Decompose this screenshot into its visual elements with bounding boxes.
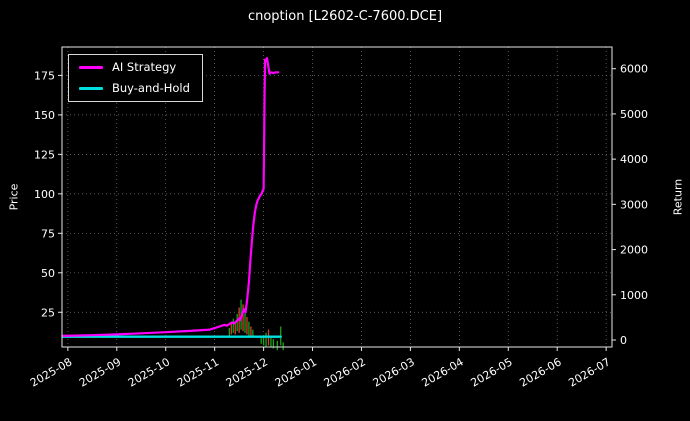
x-tick-label: 2026-01 xyxy=(273,355,319,389)
buy-and-hold-line-swatch xyxy=(79,86,103,90)
x-tick-label: 2026-07 xyxy=(566,355,612,389)
legend-item-buy-and-hold: Buy-and-Hold xyxy=(79,80,190,95)
y-tick-label-right: 1000 xyxy=(620,289,648,302)
x-tick-label: 2026-03 xyxy=(371,355,417,389)
chart-title: cnoption [L2602-C-7600.DCE] xyxy=(247,9,443,24)
y-tick-label-right: 4000 xyxy=(620,153,648,166)
y-tick-label-left: 175 xyxy=(34,69,55,82)
x-tick-label: 2025-09 xyxy=(77,355,123,389)
y-tick-label-right: 5000 xyxy=(620,108,648,121)
ai-strategy-line-swatch xyxy=(79,66,103,70)
legend-item-ai-strategy: AI Strategy xyxy=(79,60,190,74)
plot-border xyxy=(61,46,613,348)
x-tick-label: 2026-04 xyxy=(420,355,466,389)
ai-strategy-line xyxy=(61,56,280,337)
y-tick-label-right: 0 xyxy=(620,334,627,347)
legend-label-buy-and-hold: Buy-and-Hold xyxy=(112,80,190,95)
legend-label-ai-strategy: AI Strategy xyxy=(112,60,177,74)
x-tick-label: 2026-05 xyxy=(468,355,514,389)
y-tick-label-left: 50 xyxy=(41,267,55,280)
x-tick-label: 2026-02 xyxy=(322,355,368,389)
x-tick-label: 2025-11 xyxy=(175,355,221,389)
y-tick-label-left: 100 xyxy=(34,188,55,201)
legend: AI Strategy Buy-and-Hold xyxy=(68,54,203,102)
x-tick-label: 2025-10 xyxy=(126,355,172,389)
y-tick-label-right: 3000 xyxy=(620,198,648,211)
y-tick-label-left: 75 xyxy=(41,227,55,240)
x-tick-label: 2026-06 xyxy=(517,355,563,389)
y-tick-label-right: 6000 xyxy=(620,63,648,76)
y-tick-label-left: 125 xyxy=(34,148,55,161)
y-tick-label-right: 2000 xyxy=(620,244,648,257)
y-tick-label-left: 150 xyxy=(34,109,55,122)
x-tick-label: 2025-12 xyxy=(224,355,270,389)
x-tick-label: 2025-08 xyxy=(28,355,74,389)
y-tick-label-left: 25 xyxy=(41,306,55,319)
